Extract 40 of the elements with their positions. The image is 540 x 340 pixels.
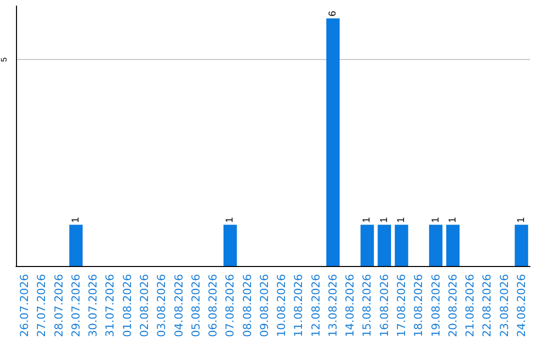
data-label: 1: [516, 216, 527, 223]
x-tick-label: 27.07.2026: [35, 274, 48, 338]
x-tick-label: 05.08.2026: [189, 274, 202, 338]
data-label: 1: [70, 216, 82, 223]
x-tick-label: 28.07.2026: [52, 274, 66, 338]
x-tick-label: 23.08.2026: [498, 274, 511, 338]
data-label: 1: [396, 216, 407, 223]
x-tick-label: 15.08.2026: [360, 274, 374, 338]
x-tick-label: 03.08.2026: [155, 274, 168, 338]
data-label: 1: [378, 216, 390, 223]
data-label: 1: [430, 216, 442, 223]
data-label: 1: [362, 216, 373, 223]
x-tick-label: 08.08.2026: [240, 274, 254, 338]
x-tick-label: 01.08.2026: [120, 274, 134, 338]
x-tick-label: 09.08.2026: [258, 274, 271, 338]
x-tick-label: 10.08.2026: [275, 274, 288, 338]
x-tick-label: 14.08.2026: [344, 274, 357, 338]
x-tick-label: 20.08.2026: [446, 274, 460, 338]
x-tick-label: 02.08.2026: [138, 274, 151, 338]
x-tick-label: 22.08.2026: [480, 274, 494, 338]
data-label: 1: [447, 216, 458, 223]
x-tick-label: 13.08.2026: [326, 274, 340, 338]
x-tick-label: 21.08.2026: [464, 274, 477, 338]
x-tick-label: 29.07.2026: [69, 274, 82, 338]
x-tick-label: 11.08.2026: [292, 274, 306, 338]
x-tick-label: 30.07.2026: [86, 274, 100, 338]
data-label: 6: [327, 10, 338, 16]
x-tick-label: 17.08.2026: [395, 274, 408, 338]
x-tick-label: 31.07.2026: [104, 274, 117, 338]
y-tick-label: 5: [0, 56, 8, 62]
x-tick-label: 07.08.2026: [224, 274, 237, 338]
x-tick-label: 04.08.2026: [172, 274, 186, 338]
x-tick-label: 24.08.2026: [514, 274, 528, 338]
x-tick-label: 12.08.2026: [309, 274, 322, 338]
x-tick-label: 16.08.2026: [378, 274, 391, 338]
x-tick-label: 06.08.2026: [206, 274, 220, 338]
x-tick-label: 19.08.2026: [429, 274, 442, 338]
data-label: 1: [224, 216, 236, 223]
x-tick-label: 18.08.2026: [412, 274, 426, 338]
x-tick-label: 26.07.2026: [18, 274, 32, 338]
